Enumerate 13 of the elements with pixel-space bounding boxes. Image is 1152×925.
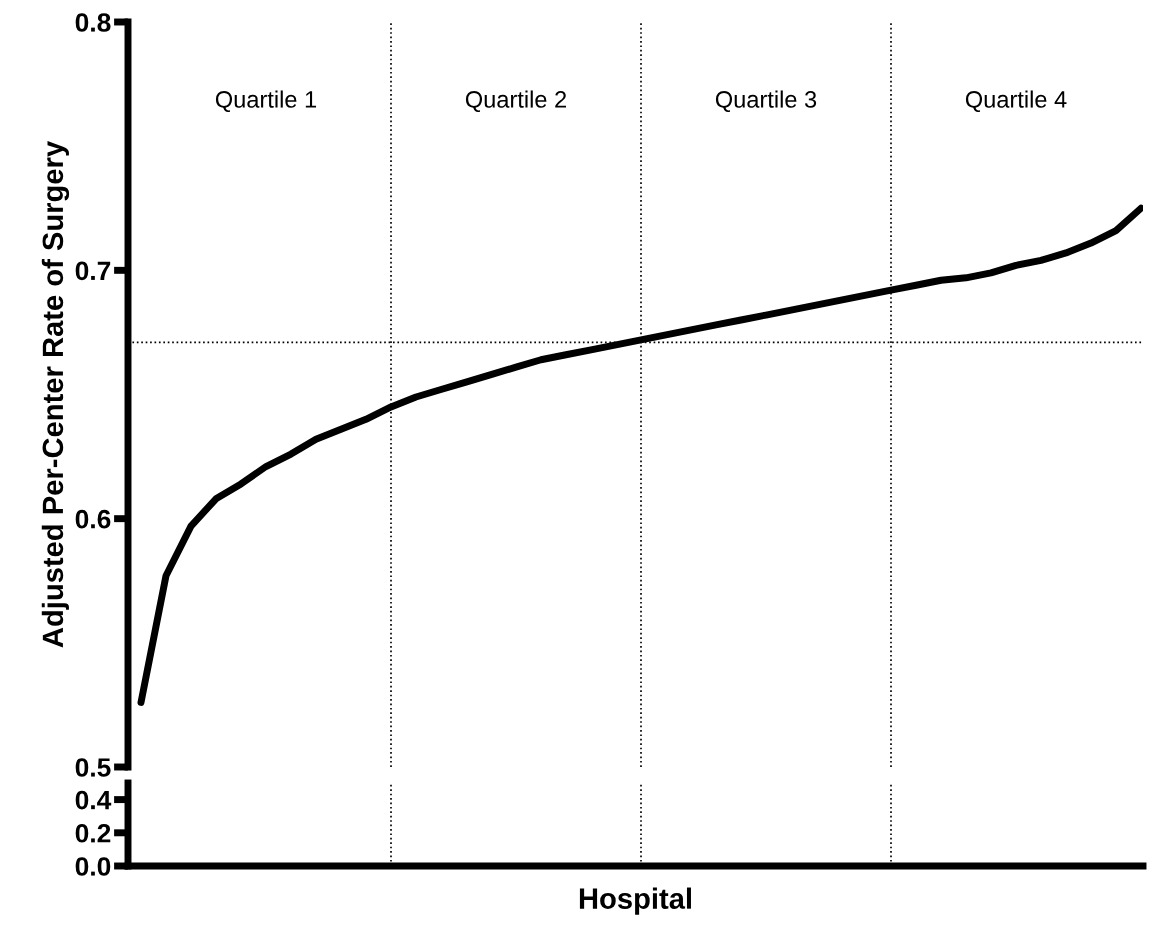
- x-axis-title: Hospital: [579, 887, 691, 915]
- y-tick-label: 0.8: [75, 13, 111, 32]
- y-tick-label: 0.4: [75, 790, 112, 810]
- annotation: Quartile 4: [965, 90, 1067, 113]
- y-tick-label: 0.6: [75, 509, 111, 529]
- y-tick-label: 0.2: [75, 823, 111, 843]
- y-tick-label: 0.5: [75, 758, 111, 777]
- annotation: Quartile 1: [215, 90, 317, 113]
- y-tick-label: 0.7: [75, 261, 111, 281]
- y-tick-label: 0.0: [75, 857, 111, 876]
- annotation: Quartile 2: [465, 90, 566, 113]
- y-axis-title: Adjusted Per-Center Rate of Surgery: [41, 141, 70, 648]
- annotation: Quartile 3: [715, 90, 817, 113]
